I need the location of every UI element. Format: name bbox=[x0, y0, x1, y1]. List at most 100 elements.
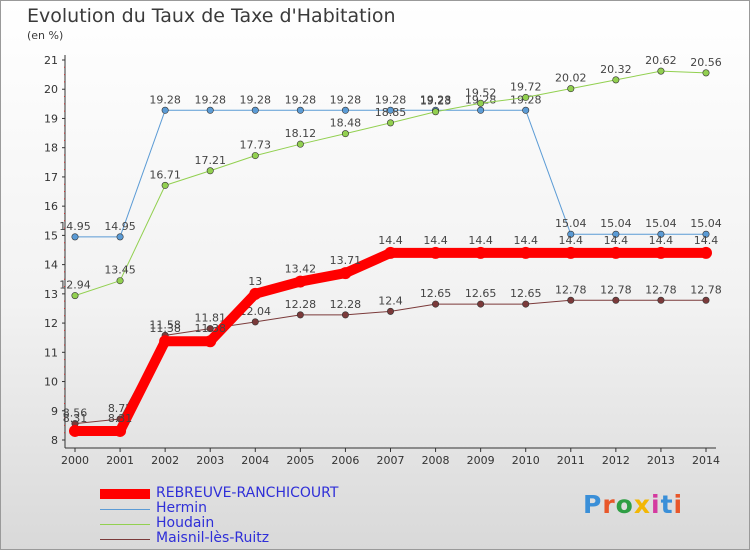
logo-letter: o bbox=[615, 490, 634, 519]
data-point bbox=[567, 230, 575, 238]
data-label: 19.28 bbox=[330, 93, 362, 106]
data-label: 13 bbox=[248, 275, 262, 288]
logo-letter: t bbox=[660, 490, 674, 519]
data-point bbox=[657, 67, 665, 75]
data-label: 12.94 bbox=[59, 279, 91, 292]
data-point bbox=[116, 233, 124, 241]
data-label: 19.28 bbox=[240, 93, 272, 106]
data-label: 12.78 bbox=[645, 283, 677, 296]
data-point bbox=[564, 246, 577, 259]
data-label: 12.65 bbox=[510, 287, 542, 300]
y-tick-label: 11 bbox=[44, 346, 58, 359]
x-tick-label: 2006 bbox=[331, 454, 359, 467]
data-point bbox=[69, 424, 81, 437]
data-point bbox=[474, 246, 487, 259]
data-label: 11.38 bbox=[194, 322, 226, 335]
legend-swatch bbox=[100, 509, 150, 510]
data-label: 20.56 bbox=[690, 56, 722, 69]
proxiti-logo: Proxiti bbox=[583, 490, 683, 519]
logo-letter: P bbox=[583, 490, 603, 519]
data-label: 14.4 bbox=[378, 234, 403, 247]
data-label: 12.78 bbox=[555, 283, 587, 296]
y-tick-label: 20 bbox=[44, 83, 58, 96]
x-tick-label: 2012 bbox=[602, 454, 630, 467]
data-point bbox=[519, 246, 532, 259]
y-tick-label: 8 bbox=[51, 434, 58, 447]
data-point bbox=[251, 106, 259, 114]
data-label: 11.58 bbox=[149, 318, 181, 331]
data-point bbox=[204, 335, 217, 348]
data-label: 12.65 bbox=[465, 287, 497, 300]
data-label: 13.45 bbox=[104, 264, 136, 277]
data-point bbox=[612, 296, 620, 304]
data-point bbox=[700, 246, 712, 259]
data-point bbox=[609, 246, 622, 259]
y-tick-label: 13 bbox=[44, 288, 58, 301]
data-point bbox=[384, 246, 397, 259]
data-point bbox=[477, 106, 485, 114]
data-point bbox=[432, 300, 440, 308]
data-label: 12.28 bbox=[330, 298, 362, 311]
data-point bbox=[206, 106, 214, 114]
data-label: 14.4 bbox=[513, 234, 538, 247]
data-point bbox=[296, 311, 304, 319]
data-label: 12.78 bbox=[690, 283, 722, 296]
data-point bbox=[612, 230, 620, 238]
logo-letter: x bbox=[633, 490, 651, 519]
y-tick-label: 10 bbox=[44, 376, 58, 389]
data-label: 19.52 bbox=[465, 86, 497, 99]
data-point bbox=[159, 335, 172, 348]
y-tick-label: 17 bbox=[44, 171, 58, 184]
data-label: 14.4 bbox=[694, 234, 719, 247]
data-point bbox=[71, 292, 79, 300]
logo-letter: r bbox=[602, 490, 616, 519]
data-label: 13.42 bbox=[285, 263, 317, 276]
data-point bbox=[386, 106, 394, 114]
data-point bbox=[251, 318, 259, 326]
legend-label: REBREUVE-RANCHICOURT bbox=[156, 485, 339, 501]
data-label: 20.02 bbox=[555, 72, 587, 85]
data-label: 12.78 bbox=[600, 283, 632, 296]
y-tick-label: 9 bbox=[51, 405, 58, 418]
data-label: 15.04 bbox=[600, 217, 632, 230]
x-tick-label: 2011 bbox=[557, 454, 585, 467]
data-label: 19.72 bbox=[510, 80, 542, 93]
data-point bbox=[341, 130, 349, 138]
data-label: 11.38 bbox=[149, 322, 181, 335]
x-tick-label: 2000 bbox=[61, 454, 89, 467]
data-label: 19.28 bbox=[285, 93, 317, 106]
data-label: 14.4 bbox=[604, 234, 629, 247]
data-label: 17.21 bbox=[194, 154, 226, 167]
data-label: 14.4 bbox=[468, 234, 493, 247]
data-point bbox=[432, 108, 440, 116]
data-point bbox=[522, 300, 530, 308]
data-point bbox=[116, 277, 124, 285]
data-point bbox=[702, 69, 710, 77]
data-point bbox=[657, 296, 665, 304]
legend-swatch bbox=[100, 539, 150, 540]
data-point bbox=[294, 275, 307, 288]
x-tick-label: 2013 bbox=[647, 454, 675, 467]
data-label: 18.85 bbox=[375, 106, 407, 119]
data-point bbox=[341, 106, 349, 114]
data-point bbox=[386, 119, 394, 127]
unit-label: (en %) bbox=[27, 29, 64, 42]
data-point bbox=[657, 230, 665, 238]
data-point bbox=[567, 296, 575, 304]
data-point bbox=[477, 99, 485, 107]
logo-letter: i bbox=[651, 490, 661, 519]
x-tick-label: 2014 bbox=[692, 454, 720, 467]
data-label: 20.32 bbox=[600, 63, 632, 76]
data-label: 14.4 bbox=[559, 234, 584, 247]
legend-label: Hermin bbox=[156, 500, 208, 516]
data-label: 16.71 bbox=[149, 168, 181, 181]
x-tick-label: 2002 bbox=[151, 454, 179, 467]
data-point bbox=[654, 246, 667, 259]
data-label: 18.12 bbox=[285, 127, 317, 140]
data-label: 19.28 bbox=[194, 93, 226, 106]
data-point bbox=[251, 152, 259, 160]
data-label: 14.95 bbox=[104, 220, 136, 233]
data-label: 15.04 bbox=[690, 217, 722, 230]
logo-letter: i bbox=[673, 490, 684, 519]
